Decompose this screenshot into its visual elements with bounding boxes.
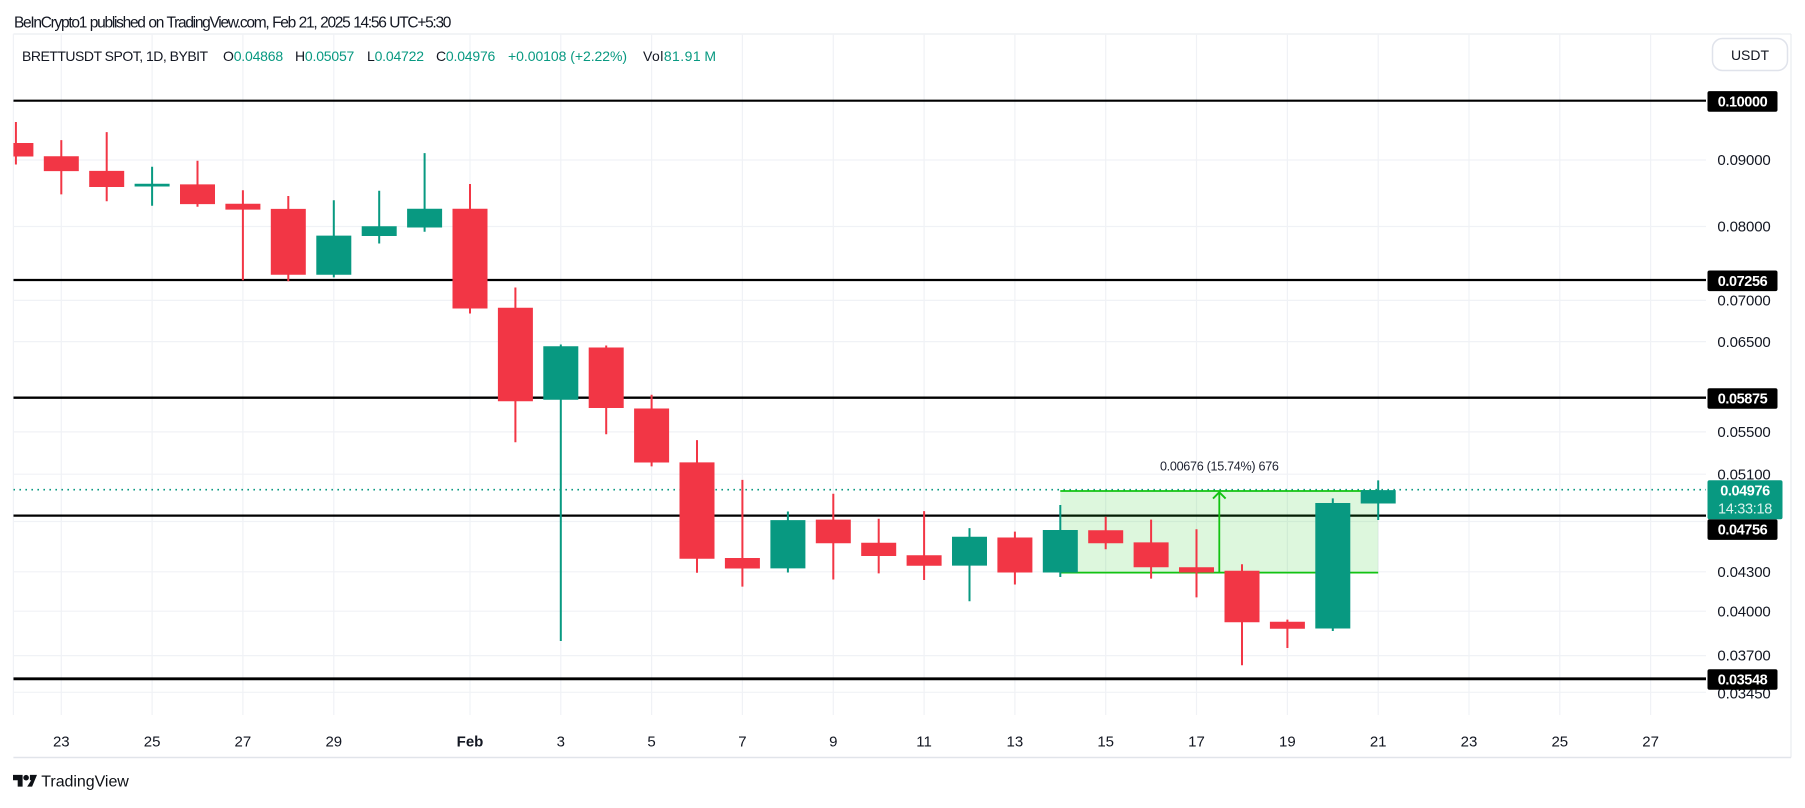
svg-text:0.03700: 0.03700 — [1717, 648, 1770, 665]
svg-text:H0.05057: H0.05057 — [295, 48, 355, 64]
svg-text:L0.04722: L0.04722 — [367, 48, 424, 64]
svg-text:USDT: USDT — [1731, 47, 1770, 63]
svg-text:29: 29 — [325, 734, 342, 751]
svg-text:21: 21 — [1370, 734, 1387, 751]
svg-text:23: 23 — [53, 734, 70, 751]
svg-text:0.03450: 0.03450 — [1717, 686, 1770, 703]
svg-text:9: 9 — [829, 734, 837, 751]
svg-text:25: 25 — [144, 734, 161, 751]
svg-text:7: 7 — [738, 734, 746, 751]
svg-text:0.08000: 0.08000 — [1717, 219, 1770, 236]
svg-text:0.00676 (15.74%) 676: 0.00676 (15.74%) 676 — [1160, 460, 1279, 474]
svg-text:O0.04868: O0.04868 — [223, 48, 283, 64]
svg-text:11: 11 — [916, 734, 932, 751]
svg-text:BeInCrypto1 published on Tradi: BeInCrypto1 published on TradingView.com… — [14, 15, 452, 32]
svg-text:27: 27 — [235, 734, 252, 751]
svg-text:3: 3 — [557, 734, 565, 751]
svg-text:27: 27 — [1642, 734, 1659, 751]
svg-text:19: 19 — [1279, 734, 1296, 751]
svg-text:0.04976: 0.04976 — [1720, 484, 1770, 500]
svg-text:C0.04976: C0.04976 — [436, 48, 496, 64]
svg-text:17: 17 — [1188, 734, 1205, 751]
svg-text:0.05100: 0.05100 — [1717, 466, 1770, 483]
svg-text:0.06500: 0.06500 — [1717, 334, 1770, 351]
svg-text:0.07000: 0.07000 — [1717, 293, 1770, 310]
svg-text:0.07256: 0.07256 — [1718, 274, 1768, 290]
svg-text:23: 23 — [1461, 734, 1478, 751]
svg-text:TradingView: TradingView — [41, 774, 129, 791]
svg-text:0.05875: 0.05875 — [1718, 392, 1768, 408]
svg-text:5: 5 — [647, 734, 655, 751]
svg-text:0.05500: 0.05500 — [1717, 424, 1770, 441]
svg-text:0.10000: 0.10000 — [1718, 95, 1768, 111]
svg-text:25: 25 — [1551, 734, 1568, 751]
svg-text:0.03548: 0.03548 — [1718, 673, 1768, 689]
svg-text:0.09000: 0.09000 — [1717, 152, 1770, 169]
svg-text:14:33:18: 14:33:18 — [1718, 502, 1772, 518]
svg-text:0.04300: 0.04300 — [1717, 564, 1770, 581]
svg-text:0.04756: 0.04756 — [1718, 523, 1768, 539]
svg-text:0.04000: 0.04000 — [1717, 603, 1770, 620]
svg-text:Feb: Feb — [457, 734, 484, 751]
svg-text:+0.00108 (+2.22%): +0.00108 (+2.22%) — [508, 48, 627, 64]
svg-text:BRETTUSDT SPOT, 1D, BYBIT: BRETTUSDT SPOT, 1D, BYBIT — [22, 48, 209, 64]
svg-text:15: 15 — [1097, 734, 1114, 751]
svg-text:Vol81.91 M: Vol81.91 M — [643, 48, 716, 64]
svg-text:13: 13 — [1007, 734, 1024, 751]
